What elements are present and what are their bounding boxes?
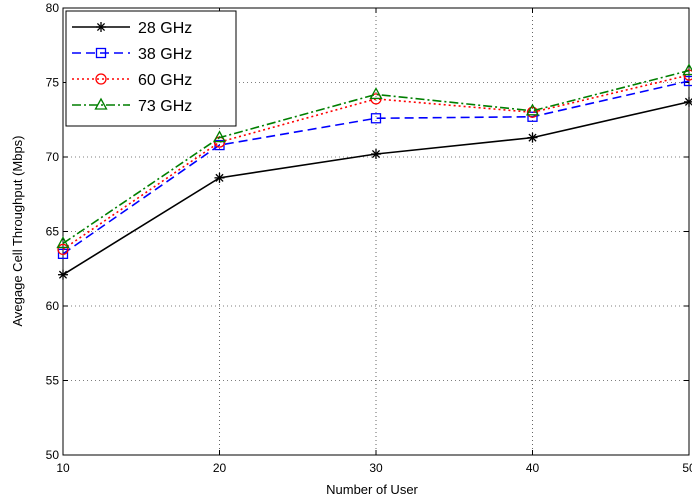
data-point-60-ghz xyxy=(57,243,69,256)
data-point-38-ghz xyxy=(527,111,538,122)
x-tick-label: 40 xyxy=(526,461,540,475)
x-tick-label: 10 xyxy=(56,461,70,475)
y-tick-label: 60 xyxy=(46,299,60,313)
data-point-38-ghz xyxy=(683,75,692,87)
data-point-73-ghz xyxy=(56,236,70,249)
data-point-73-ghz xyxy=(369,87,383,100)
legend-marker xyxy=(94,97,108,110)
y-tick-label: 75 xyxy=(46,76,60,90)
legend-marker xyxy=(95,47,107,59)
axis-ticks: 10 20 30 40 50 50 55 60 65 70 75 80 xyxy=(46,1,692,475)
legend-label: 60 GHz xyxy=(138,72,192,89)
legend-box xyxy=(65,10,237,127)
data-point-28-ghz xyxy=(58,269,68,280)
data-point-73-ghz xyxy=(525,103,540,116)
legend-label: 28 GHz xyxy=(138,20,192,37)
legend-item-73-ghz: 73 GHz xyxy=(72,97,192,115)
x-axis-label: Number of User xyxy=(326,482,418,497)
y-tick-label: 80 xyxy=(46,1,60,15)
data-point-28-ghz xyxy=(371,149,381,160)
series-line-60-ghz xyxy=(62,74,690,251)
y-tick-label: 55 xyxy=(46,374,60,388)
legend-item-38-ghz: 38 GHz xyxy=(72,46,192,63)
data-point-28-ghz xyxy=(527,132,538,143)
legend-label: 38 GHz xyxy=(138,46,192,63)
x-tick-label: 20 xyxy=(213,461,227,475)
legend-label: 73 GHz xyxy=(138,98,192,115)
legend-marker xyxy=(96,22,106,32)
legend-marker xyxy=(95,73,107,85)
y-axis-label: Avegage Cell Throughput (Mbps) xyxy=(10,135,25,326)
series-line-38-ghz xyxy=(62,80,690,255)
y-tick-label: 50 xyxy=(46,448,60,462)
y-tick-label: 65 xyxy=(46,225,60,239)
data-point-28-ghz xyxy=(684,96,692,107)
series-28-ghz xyxy=(58,96,692,280)
x-tick-label: 30 xyxy=(369,461,383,475)
y-tick-label: 70 xyxy=(46,150,60,164)
series-line-73-ghz xyxy=(62,69,690,245)
data-point-28-ghz xyxy=(214,172,225,183)
x-tick-label: 50 xyxy=(682,461,692,475)
legend: 28 GHz 38 GHz 60 GHz 73 GHz xyxy=(65,10,237,127)
data-point-73-ghz xyxy=(212,130,227,143)
legend-item-28-ghz: 28 GHz xyxy=(72,20,192,37)
legend-item-60-ghz: 60 GHz xyxy=(72,72,192,89)
data-point-38-ghz xyxy=(370,113,382,124)
series-group xyxy=(56,63,692,280)
data-point-60-ghz xyxy=(526,106,539,118)
